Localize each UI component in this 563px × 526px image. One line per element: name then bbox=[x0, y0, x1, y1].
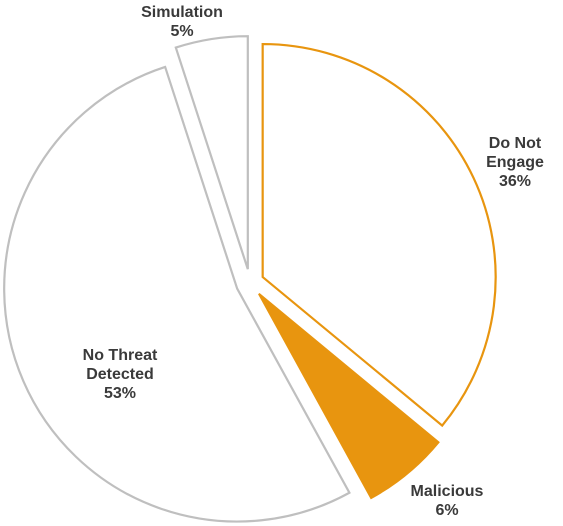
slice-label-2: No Threat Detected 53% bbox=[83, 347, 158, 402]
slice-name-line-2-0: No Threat bbox=[83, 347, 158, 364]
slice-label-3: Simulation 5% bbox=[141, 4, 223, 40]
slice-label-1: Malicious 6% bbox=[411, 483, 484, 519]
slice-percent-1: 6% bbox=[435, 502, 458, 519]
slice-percent-2: 53% bbox=[104, 385, 136, 402]
slice-name-line-1-0: Malicious bbox=[411, 483, 484, 500]
slice-percent-3: 5% bbox=[170, 23, 193, 40]
pie-slice-1 bbox=[258, 293, 440, 500]
pie-slice-0 bbox=[261, 42, 497, 428]
slice-label-0: Do Not Engage 36% bbox=[486, 135, 544, 190]
slice-name-line-0-0: Do Not bbox=[489, 135, 542, 152]
pie-slice-3 bbox=[174, 35, 249, 270]
slice-name-line-0-1: Engage bbox=[486, 154, 544, 171]
slice-percent-0: 36% bbox=[499, 173, 531, 190]
slice-name-line-2-1: Detected bbox=[86, 366, 154, 383]
slice-name-line-3-0: Simulation bbox=[141, 4, 223, 21]
pie-slice-2 bbox=[3, 65, 351, 523]
